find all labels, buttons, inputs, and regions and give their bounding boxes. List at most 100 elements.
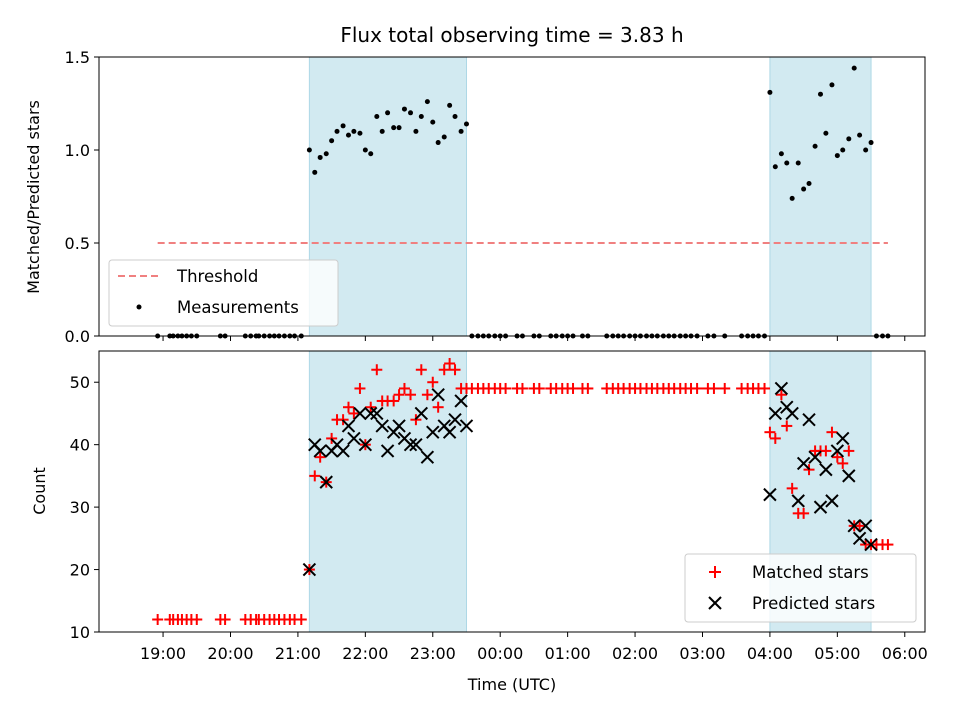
matched-star-point	[354, 382, 366, 394]
predicted-marker-b	[852, 531, 867, 546]
measurement-point	[351, 128, 357, 134]
predicted-marker-b	[448, 412, 462, 427]
bottom-legend: Matched stars Predicted stars	[684, 553, 917, 623]
y-tick-label: 0.0	[65, 327, 90, 346]
predicted-marker-b	[347, 431, 361, 446]
shaded-span	[308, 350, 467, 633]
measurement-point	[357, 130, 363, 136]
predicted-star-point	[830, 444, 845, 458]
x-tick-label: 20:00	[207, 644, 253, 663]
y-tick-label: 1.0	[65, 141, 90, 160]
predicted-star-point	[426, 425, 440, 439]
predicted-marker-b	[420, 450, 435, 464]
measurement-point	[435, 140, 441, 146]
matched-star-point	[438, 364, 450, 376]
predicted-star-point	[774, 381, 789, 396]
y-tick-label: 40	[70, 436, 90, 455]
top-y-ticks: 0.0 0.5 1.0 1.5	[65, 48, 99, 346]
matched-star-point	[500, 382, 512, 394]
predicted-marker-b	[808, 450, 822, 464]
matched-star-point	[365, 401, 377, 413]
x-tick-label: 23:00	[410, 644, 456, 663]
y-tick-label: 1.5	[65, 48, 90, 67]
matched-star-point	[388, 395, 400, 407]
predicted-star-point	[763, 487, 777, 502]
predicted-star-point	[319, 475, 333, 489]
predicted-star-point	[364, 406, 378, 421]
predicted-marker-b	[403, 437, 418, 452]
matched-star-point	[786, 482, 798, 494]
x-tick-label: 06:00	[882, 644, 928, 663]
bottom-plot-frame	[98, 350, 926, 633]
measurement-point	[408, 110, 414, 116]
legend-measurements-swatch	[136, 304, 142, 310]
matched-star-point	[415, 364, 427, 376]
measurement-point	[851, 65, 857, 71]
measurement-point	[413, 128, 419, 134]
top-shaded-spans	[308, 56, 872, 337]
measurement-point	[801, 186, 807, 192]
legend-predicted-label: Predicted stars	[752, 594, 875, 613]
predicted-marker-b	[414, 406, 429, 421]
predicted-marker-b	[847, 519, 861, 533]
predicted-marker-b	[319, 475, 333, 489]
matched-star-point	[191, 614, 203, 626]
measurement-point	[806, 180, 812, 186]
matched-star-point	[831, 451, 843, 463]
matched-star-point	[582, 382, 594, 394]
matched-star-point	[405, 389, 417, 401]
measurement-point	[778, 151, 784, 157]
predicted-star-point	[825, 494, 839, 508]
matched-star-point	[516, 382, 528, 394]
predicted-marker-b	[426, 425, 440, 439]
predicted-marker-b	[454, 394, 468, 408]
predicted-star-point	[796, 456, 811, 471]
top-panel: 0.0 0.5 1.0 1.5 Matched/Predicted stars Thr…	[24, 48, 926, 346]
measurement-point	[401, 106, 407, 112]
matched-star-point	[398, 382, 410, 394]
matched-star-point	[820, 445, 832, 457]
x-tick-label: 01:00	[545, 644, 591, 663]
matched-star-point	[449, 364, 461, 376]
matched-star-point	[348, 407, 360, 419]
predicted-star-point	[358, 437, 373, 452]
matched-star-point	[371, 364, 383, 376]
predicted-marker-b	[409, 437, 423, 452]
predicted-star-point	[802, 412, 816, 427]
matched-star-point	[719, 382, 731, 394]
predicted-star-point	[813, 500, 828, 514]
matched-star-point	[295, 614, 307, 626]
predicted-star-point	[347, 431, 361, 446]
bottom-x-ticks: 19:00 20:00 21:00 22:00 23:00 00:00 01:00 02:00…	[140, 632, 928, 663]
measurement-point	[374, 114, 380, 120]
matched-star-point	[432, 401, 444, 413]
predicted-marker-b	[825, 494, 839, 508]
predicted-star-point	[403, 437, 418, 452]
measurement-point	[767, 89, 773, 95]
matched-star-point	[764, 426, 776, 438]
matched-star-point	[533, 382, 545, 394]
matched-star-point	[843, 445, 855, 457]
matched-star-point	[152, 614, 164, 626]
y-tick-label: 50	[70, 373, 90, 392]
measurement-point	[857, 132, 863, 138]
predicted-marker-b	[336, 444, 350, 458]
legend-matched-swatch	[709, 566, 721, 578]
chart-title: Flux total observing time = 3.83 h	[340, 23, 683, 47]
measurement-point	[863, 147, 869, 153]
matched-star-point	[691, 382, 703, 394]
predicted-marker-b	[842, 469, 856, 483]
predicted-marker-b	[802, 412, 816, 427]
predicted-marker-b	[302, 562, 317, 577]
predicted-star-point	[768, 406, 783, 421]
matched-star-point	[769, 432, 781, 444]
predicted-star-point	[336, 444, 350, 458]
matched-star-point	[708, 382, 720, 394]
predicted-star-point	[785, 406, 799, 421]
predicted-star-point	[420, 450, 435, 464]
predicted-star-point	[858, 519, 873, 533]
matched-star-point	[309, 470, 321, 482]
bottom-legend-box	[684, 553, 917, 623]
predicted-star-point	[341, 419, 356, 433]
measurement-point	[362, 147, 368, 153]
